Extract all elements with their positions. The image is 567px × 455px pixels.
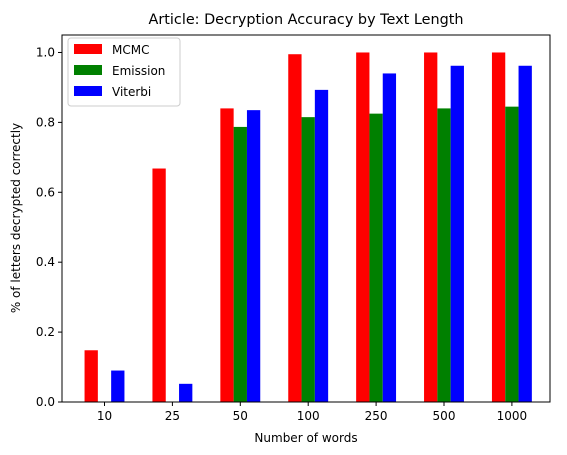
- legend-swatch-mcmc: [74, 44, 102, 54]
- legend-label-mcmc: MCMC: [112, 43, 149, 57]
- x-axis-label: Number of words: [254, 431, 357, 445]
- chart-title: Article: Decryption Accuracy by Text Len…: [149, 12, 464, 28]
- legend: MCMC Emission Viterbi: [67, 37, 181, 107]
- x-tick-label: 100: [297, 409, 320, 423]
- bar-viterbi-50: [246, 110, 261, 403]
- y-tick-label: 0.6: [36, 185, 55, 199]
- x-tick-label: 25: [165, 409, 180, 423]
- y-tick-label: 0.4: [36, 255, 55, 269]
- x-tick-label: 10: [97, 409, 112, 423]
- bar-viterbi-1000: [518, 65, 532, 402]
- legend-label-emission: Emission: [112, 64, 165, 78]
- bar-mcmc-10: [84, 350, 98, 402]
- legend-swatch-emission: [74, 65, 102, 75]
- bar-mcmc-1000: [491, 52, 506, 402]
- x-tick-label: 500: [433, 409, 456, 423]
- y-axis-label: % of letters decrypted correctly: [9, 123, 23, 313]
- bar-emission-50: [233, 126, 247, 403]
- y-tick-label: 0.8: [36, 115, 55, 129]
- y-axis-ticks: 0.0 0.2 0.4 0.6 0.8 1.0: [36, 45, 62, 409]
- bar-viterbi-25: [179, 383, 193, 402]
- bar-mcmc-100: [288, 54, 302, 402]
- bars-group: [84, 52, 532, 403]
- bar-mcmc-500: [424, 52, 438, 402]
- bar-mcmc-25: [152, 168, 166, 402]
- x-tick-label: 50: [233, 409, 248, 423]
- bar-mcmc-50: [220, 108, 234, 403]
- plot-frame: [61, 34, 551, 403]
- x-tick-label: 250: [365, 409, 388, 423]
- x-tick-label: 1000: [497, 409, 528, 423]
- bar-viterbi-10: [111, 370, 125, 402]
- y-tick-label: 0.0: [36, 395, 55, 409]
- bar-emission-250: [369, 113, 383, 402]
- y-tick-label: 0.2: [36, 325, 55, 339]
- bar-viterbi-500: [450, 65, 464, 402]
- bar-viterbi-100: [314, 89, 329, 402]
- legend-label-viterbi: Viterbi: [112, 85, 151, 99]
- bar-emission-1000: [505, 106, 519, 403]
- legend-swatch-viterbi: [74, 86, 102, 96]
- bar-emission-500: [437, 108, 451, 403]
- bar-emission-100: [301, 117, 315, 402]
- y-tick-label: 1.0: [36, 45, 55, 59]
- bar-mcmc-250: [356, 52, 370, 402]
- bar-viterbi-250: [382, 73, 397, 402]
- x-axis-ticks: 10 25 50 100 250 500 1000: [97, 402, 527, 423]
